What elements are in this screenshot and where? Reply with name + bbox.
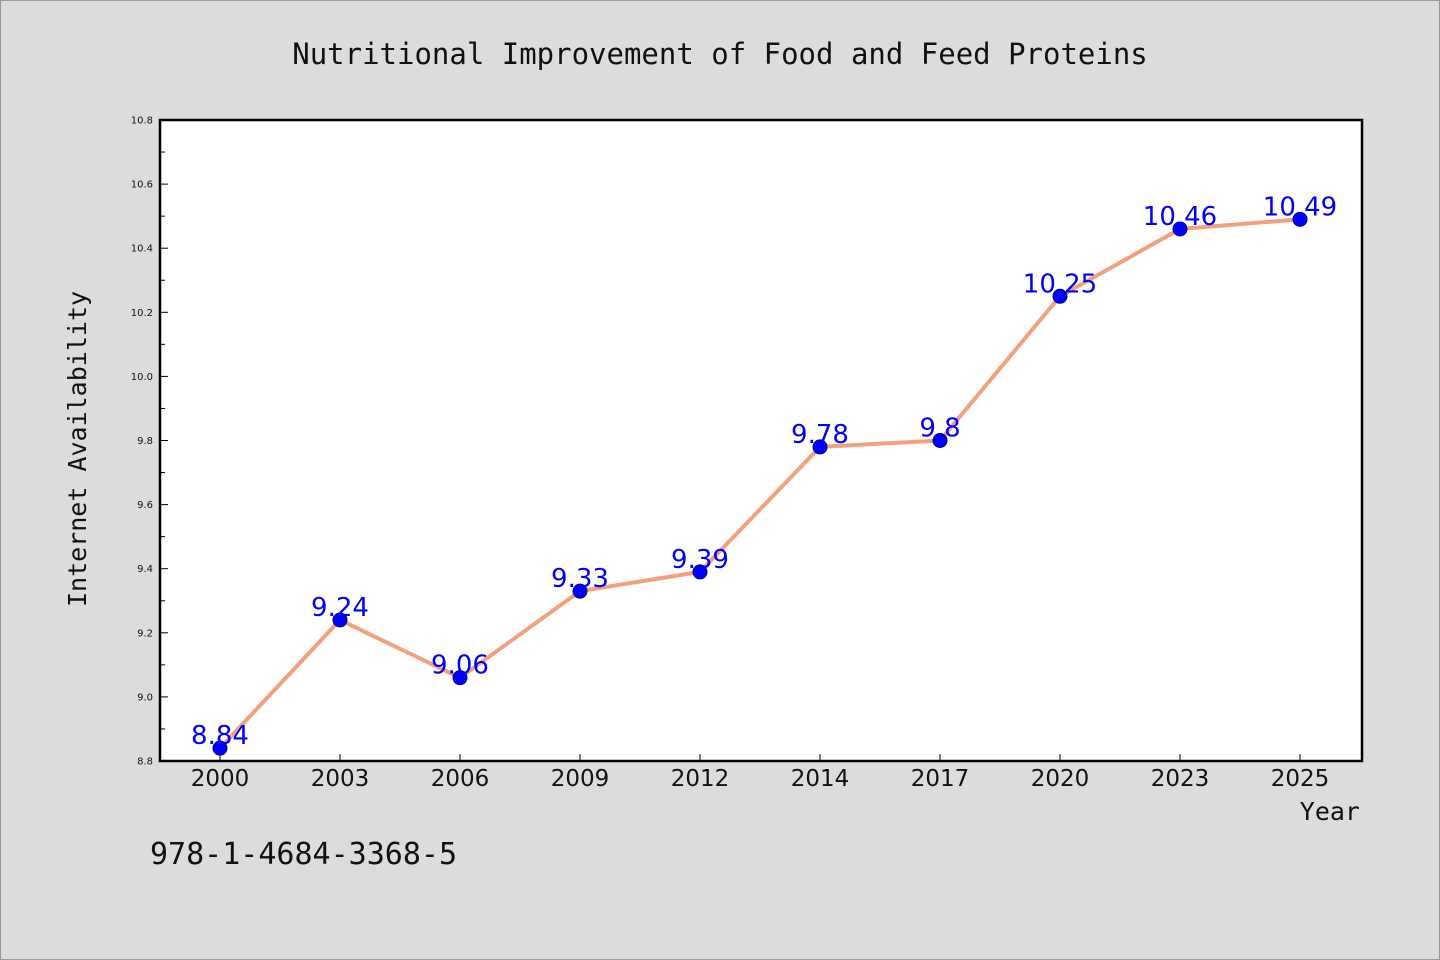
y-axis-label: Internet Availability — [63, 291, 92, 607]
data-point — [452, 670, 468, 686]
data-label: 10.49 — [1263, 192, 1337, 222]
data-point — [212, 740, 228, 756]
series-line-group — [218, 217, 1302, 751]
data-point — [1292, 211, 1308, 227]
data-label: 9.78 — [791, 420, 849, 450]
data-point — [812, 439, 828, 455]
x-tick-label: 2014 — [791, 766, 850, 792]
series-line — [218, 217, 1302, 751]
x-axis-ticks: 2000 2003 2006 2009 2012 2014 2017 2020 2023 2025 — [191, 754, 1330, 792]
y-tick-label: 10.4 — [131, 244, 153, 255]
y-tick-label: 10.8 — [131, 116, 153, 127]
y-tick-label: 10.6 — [131, 180, 153, 191]
y-tick-label: 9.8 — [137, 436, 153, 447]
y-tick-label: 10.2 — [131, 308, 153, 319]
data-markers — [212, 211, 1308, 756]
data-labels: 8.84 9.24 9.06 9.33 9.39 9.78 9.8 10.25 10.46 10.… — [191, 192, 1337, 751]
x-tick-label: 2020 — [1031, 766, 1090, 792]
y-tick-label: 9.0 — [137, 692, 153, 703]
data-label: 9.06 — [431, 651, 489, 681]
plot-area — [158, 118, 1364, 763]
isbn-footnote: 978-1-4684-3368-5 — [150, 837, 457, 872]
data-label: 9.24 — [311, 593, 369, 623]
y-tick-label: 8.8 — [137, 757, 153, 768]
data-point — [572, 583, 588, 599]
data-point — [932, 433, 948, 448]
x-tick-label: 2006 — [431, 766, 490, 792]
y-tick-label: 9.4 — [137, 564, 153, 575]
data-label: 9.33 — [551, 564, 609, 594]
y-tick-label: 9.2 — [137, 628, 153, 639]
x-tick-label: 2000 — [191, 766, 250, 792]
x-tick-label: 2012 — [671, 766, 730, 792]
y-axis-ticks: 8.8 9.0 9.2 9.4 9.6 9.8 10.0 10.2 10.4 10.6 10.8 — [131, 116, 168, 768]
y-tick-label: 9.6 — [137, 500, 153, 511]
data-label: 9.8 — [919, 414, 960, 444]
x-tick-label: 2003 — [311, 766, 370, 792]
data-point — [1052, 288, 1068, 304]
y-tick-label: 10.0 — [131, 372, 153, 383]
data-label: 9.39 — [671, 545, 729, 575]
chart-title: Nutritional Improvement of Food and Feed… — [292, 37, 1148, 71]
x-axis-label: Year — [1300, 797, 1360, 826]
x-tick-label: 2009 — [551, 766, 610, 792]
data-point — [1172, 221, 1188, 237]
data-point — [692, 564, 708, 580]
x-tick-label: 2023 — [1151, 766, 1210, 792]
data-label: 8.84 — [191, 721, 249, 751]
data-point — [332, 612, 348, 628]
data-label: 10.46 — [1143, 202, 1217, 232]
data-label: 10.25 — [1023, 269, 1097, 299]
x-tick-label: 2025 — [1271, 766, 1330, 792]
x-tick-label: 2017 — [911, 766, 970, 792]
